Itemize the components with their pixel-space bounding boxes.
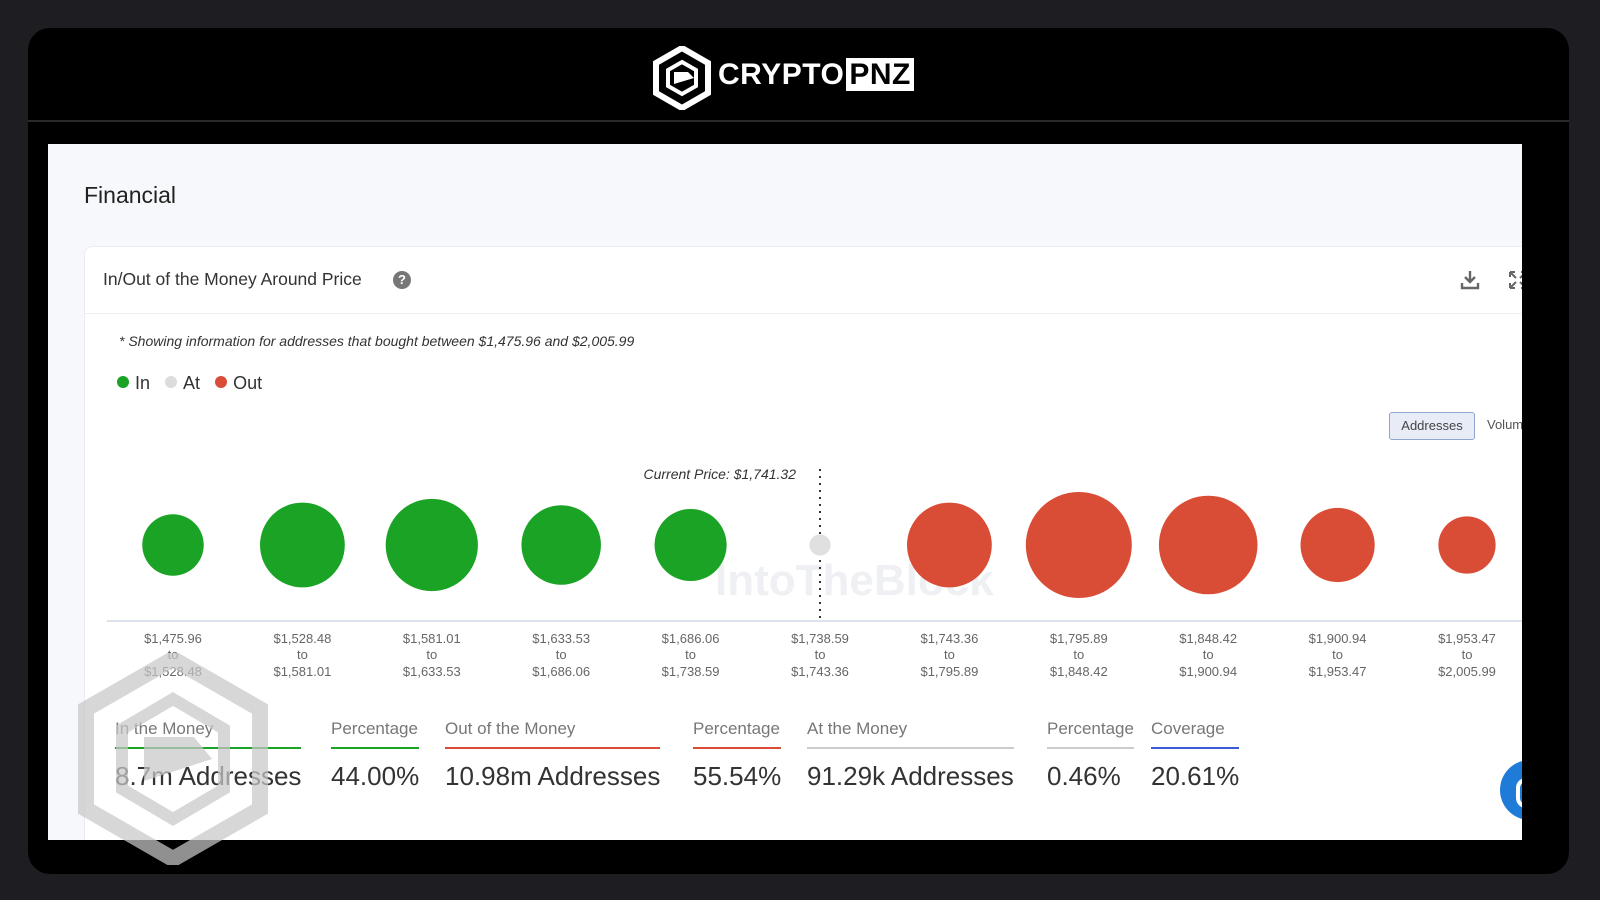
legend-in-label: In [135,373,151,393]
tick-label-to: $1,633.53 [403,664,461,679]
stat-item: At the Money 91.29k Addresses [807,719,1014,792]
volume-toggle-button[interactable]: Volum [1487,417,1522,432]
tick-label-to: $1,848.42 [1050,664,1108,679]
tick-label-joiner: to [1462,647,1473,662]
brand-word-crypto: CRYPTO [718,58,845,91]
legend-item-in[interactable]: In [117,373,150,394]
tick-label-from: $1,528.48 [273,631,331,646]
stat-label: Percentage [693,719,782,749]
tick-label-to: $1,686.06 [532,664,590,679]
cryptopnz-hexagon-icon [653,44,711,112]
cryptopnz-watermark-icon [78,653,268,865]
stat-label: Coverage [1151,719,1240,749]
legend-out-label: Out [233,373,263,393]
tick-label-to: $1,738.59 [662,664,720,679]
tick-label-to: $2,005.99 [1438,664,1496,679]
brand-header: CRYPTO PNZ [28,28,1569,122]
bubble-in[interactable] [142,514,204,576]
stat-item: Out of the Money 10.98m Addresses [445,719,661,792]
legend-item-at[interactable]: At [165,373,200,394]
tick-label-joiner: to [815,647,826,662]
tick-label-joiner: to [426,647,437,662]
stat-item: Percentage 0.46% [1047,719,1134,792]
bubble-in[interactable] [385,498,478,592]
stat-value: 20.61% [1151,761,1240,791]
bubble-in[interactable] [521,505,601,585]
chat-widget-button[interactable] [1500,760,1522,820]
tick-label-joiner: to [685,647,696,662]
in-out-money-card: In/Out of the Money Around Price ? * Sho… [84,246,1522,840]
stat-label: Percentage [331,719,420,749]
tick-label-from: $1,686.06 [662,631,720,646]
bubble-out[interactable] [1300,507,1375,583]
stat-item: Percentage 55.54% [693,719,782,792]
tick-label-joiner: to [944,647,955,662]
bubble-at[interactable] [809,534,831,556]
bubble-out[interactable] [1158,495,1258,595]
stat-value: 55.54% [693,761,782,791]
bubble-out[interactable] [907,502,992,588]
tick-label-joiner: to [556,647,567,662]
tick-label-from: $1,795.89 [1050,631,1108,646]
stat-value: 44.00% [331,761,420,791]
card-title: In/Out of the Money Around Price [103,269,362,289]
screenshot-frame: CRYPTO PNZ Financial In/Out of the Money … [28,28,1569,874]
legend-item-out[interactable]: Out [215,373,262,394]
tick-label-from: $1,633.53 [532,631,590,646]
tick-label-joiner: to [1203,647,1214,662]
cryptopnz-logo: CRYPTO PNZ [652,44,922,112]
tick-label-to: $1,953.47 [1309,664,1367,679]
bubble-out[interactable] [1025,492,1132,598]
tick-label-joiner: to [297,647,308,662]
card-header: In/Out of the Money Around Price ? [85,247,1522,314]
stat-label: Percentage [1047,719,1134,749]
brand-wordmark: CRYPTO PNZ [718,58,914,92]
range-note: * Showing information for addresses that… [119,333,635,349]
tick-label-joiner: to [1073,647,1084,662]
tick-label-to: $1,900.94 [1179,664,1237,679]
tick-label-from: $1,475.96 [144,631,202,646]
tick-label-joiner: to [1332,647,1343,662]
download-icon[interactable] [1459,269,1481,291]
stat-value: 10.98m Addresses [445,761,661,791]
addresses-toggle-button[interactable]: Addresses [1389,412,1475,440]
stat-item: Percentage 44.00% [331,719,420,792]
tick-label-from: $1,738.59 [791,631,849,646]
tick-label-from: $1,953.47 [1438,631,1496,646]
section-title: Financial [84,182,177,208]
legend-at-label: At [183,373,201,393]
bubble-in[interactable] [260,502,345,588]
dashboard-content: Financial In/Out of the Money Around Pri… [48,144,1522,840]
bubble-out[interactable] [1438,516,1496,574]
stat-value: 91.29k Addresses [807,761,1014,791]
brand-word-pnz: PNZ [846,58,914,91]
legend-at-dot [165,376,178,389]
current-price-label: Current Price: $1,741.32 [643,466,796,482]
legend-in-dot [117,376,129,389]
bubble-in[interactable] [654,508,727,582]
stat-label: At the Money [807,719,1014,749]
stat-item: Coverage 20.61% [1151,719,1240,792]
chart-legend: In At Out [117,373,272,394]
tick-label-to: $1,743.36 [791,664,849,679]
tick-label-from: $1,581.01 [403,631,461,646]
stat-value: 0.46% [1047,761,1121,791]
tick-label-to: $1,581.01 [273,664,331,679]
legend-out-dot [215,376,228,389]
stat-label: Out of the Money [445,719,661,749]
tick-label-from: $1,743.36 [920,631,978,646]
help-icon[interactable]: ? [393,271,411,289]
tick-label-from: $1,848.42 [1179,631,1237,646]
tick-label-from: $1,900.94 [1309,631,1367,646]
stats-row: In the Money 8.7m Addresses Percentage 44.0… [115,719,1522,799]
tick-label-to: $1,795.89 [920,664,978,679]
expand-icon[interactable] [1507,269,1522,291]
